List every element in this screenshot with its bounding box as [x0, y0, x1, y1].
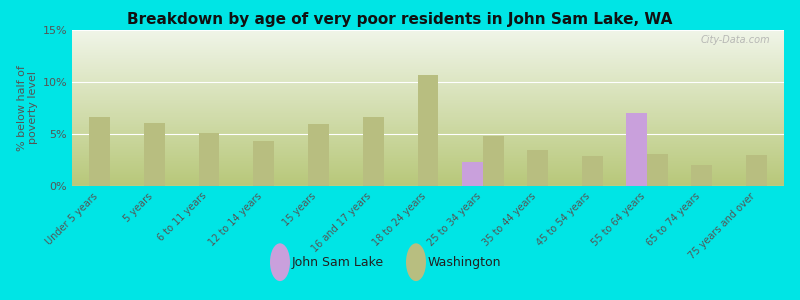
- Bar: [462, 162, 482, 186]
- Bar: [418, 75, 438, 186]
- Bar: [647, 154, 668, 186]
- Bar: [482, 136, 503, 186]
- Bar: [198, 133, 219, 186]
- Bar: [746, 155, 767, 186]
- Bar: [691, 165, 712, 186]
- Bar: [89, 117, 110, 186]
- Text: Washington: Washington: [428, 256, 502, 269]
- Ellipse shape: [406, 243, 426, 281]
- Bar: [254, 141, 274, 186]
- Bar: [308, 124, 329, 186]
- Bar: [626, 113, 647, 186]
- Ellipse shape: [270, 243, 290, 281]
- Text: Breakdown by age of very poor residents in John Sam Lake, WA: Breakdown by age of very poor residents …: [127, 12, 673, 27]
- Bar: [527, 150, 548, 186]
- Y-axis label: % below half of
poverty level: % below half of poverty level: [17, 65, 38, 151]
- Text: John Sam Lake: John Sam Lake: [292, 256, 384, 269]
- Bar: [144, 123, 165, 186]
- Bar: [363, 117, 384, 186]
- Text: City-Data.com: City-Data.com: [700, 35, 770, 45]
- Bar: [582, 156, 602, 186]
